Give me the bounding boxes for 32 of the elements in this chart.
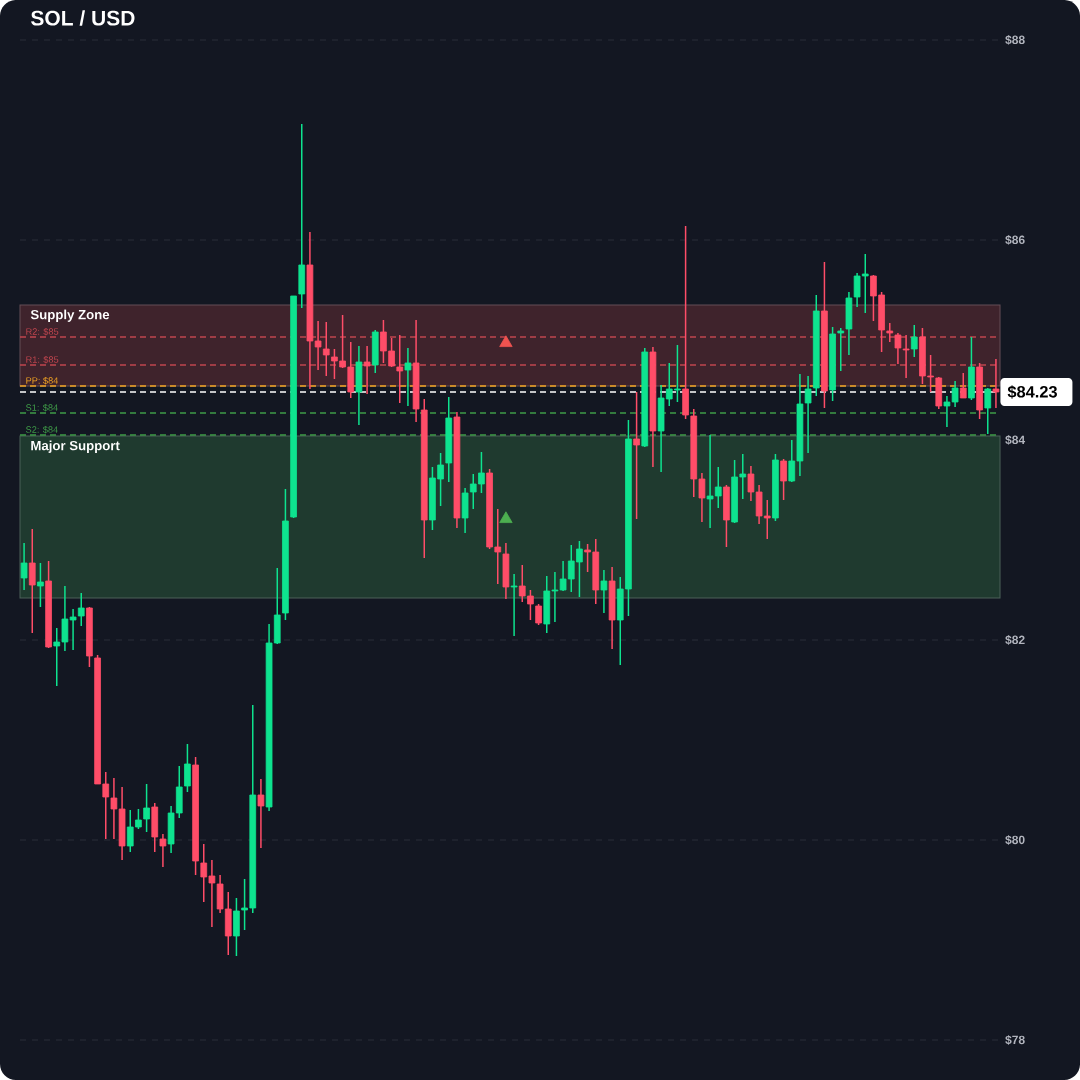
ref-line-label: R1: $85 bbox=[26, 355, 59, 364]
y-tick-label: $78 bbox=[1005, 1035, 1025, 1045]
y-tick-label: $86 bbox=[1005, 235, 1025, 245]
ref-line-label: PP: $84 bbox=[26, 376, 59, 385]
candlestick bbox=[959, 372, 967, 399]
candlestick bbox=[510, 573, 518, 637]
y-tick-label: $84 bbox=[1005, 435, 1026, 445]
y-tick-label: $82 bbox=[1005, 635, 1025, 645]
chart-title: SOL / USD bbox=[31, 10, 135, 26]
candlestick bbox=[910, 324, 918, 358]
candlestick bbox=[992, 358, 1000, 409]
y-tick-label: $80 bbox=[1005, 835, 1025, 845]
ref-line-label: S2: $84 bbox=[26, 425, 58, 434]
candlestick bbox=[20, 542, 28, 591]
band-label: Supply Zone bbox=[30, 309, 110, 322]
candlestick bbox=[257, 778, 265, 849]
ref-line-label: $84.23 bbox=[1007, 385, 1057, 399]
candlestick bbox=[322, 321, 330, 377]
candlestick bbox=[159, 833, 167, 868]
candlestick bbox=[600, 569, 608, 614]
candlestick bbox=[404, 347, 412, 407]
y-tick-label: $88 bbox=[1005, 35, 1025, 45]
candlestick bbox=[780, 458, 787, 501]
band-label: Major Support bbox=[31, 440, 120, 453]
candlestick bbox=[363, 345, 371, 395]
candlestick bbox=[28, 528, 36, 634]
candlestick bbox=[37, 562, 44, 608]
candlestick bbox=[535, 603, 542, 626]
candlestick bbox=[984, 387, 992, 435]
candlestick bbox=[633, 391, 640, 520]
ref-line-label: S1: $84 bbox=[26, 403, 58, 412]
ref-line-label: R2: $85 bbox=[26, 327, 59, 336]
